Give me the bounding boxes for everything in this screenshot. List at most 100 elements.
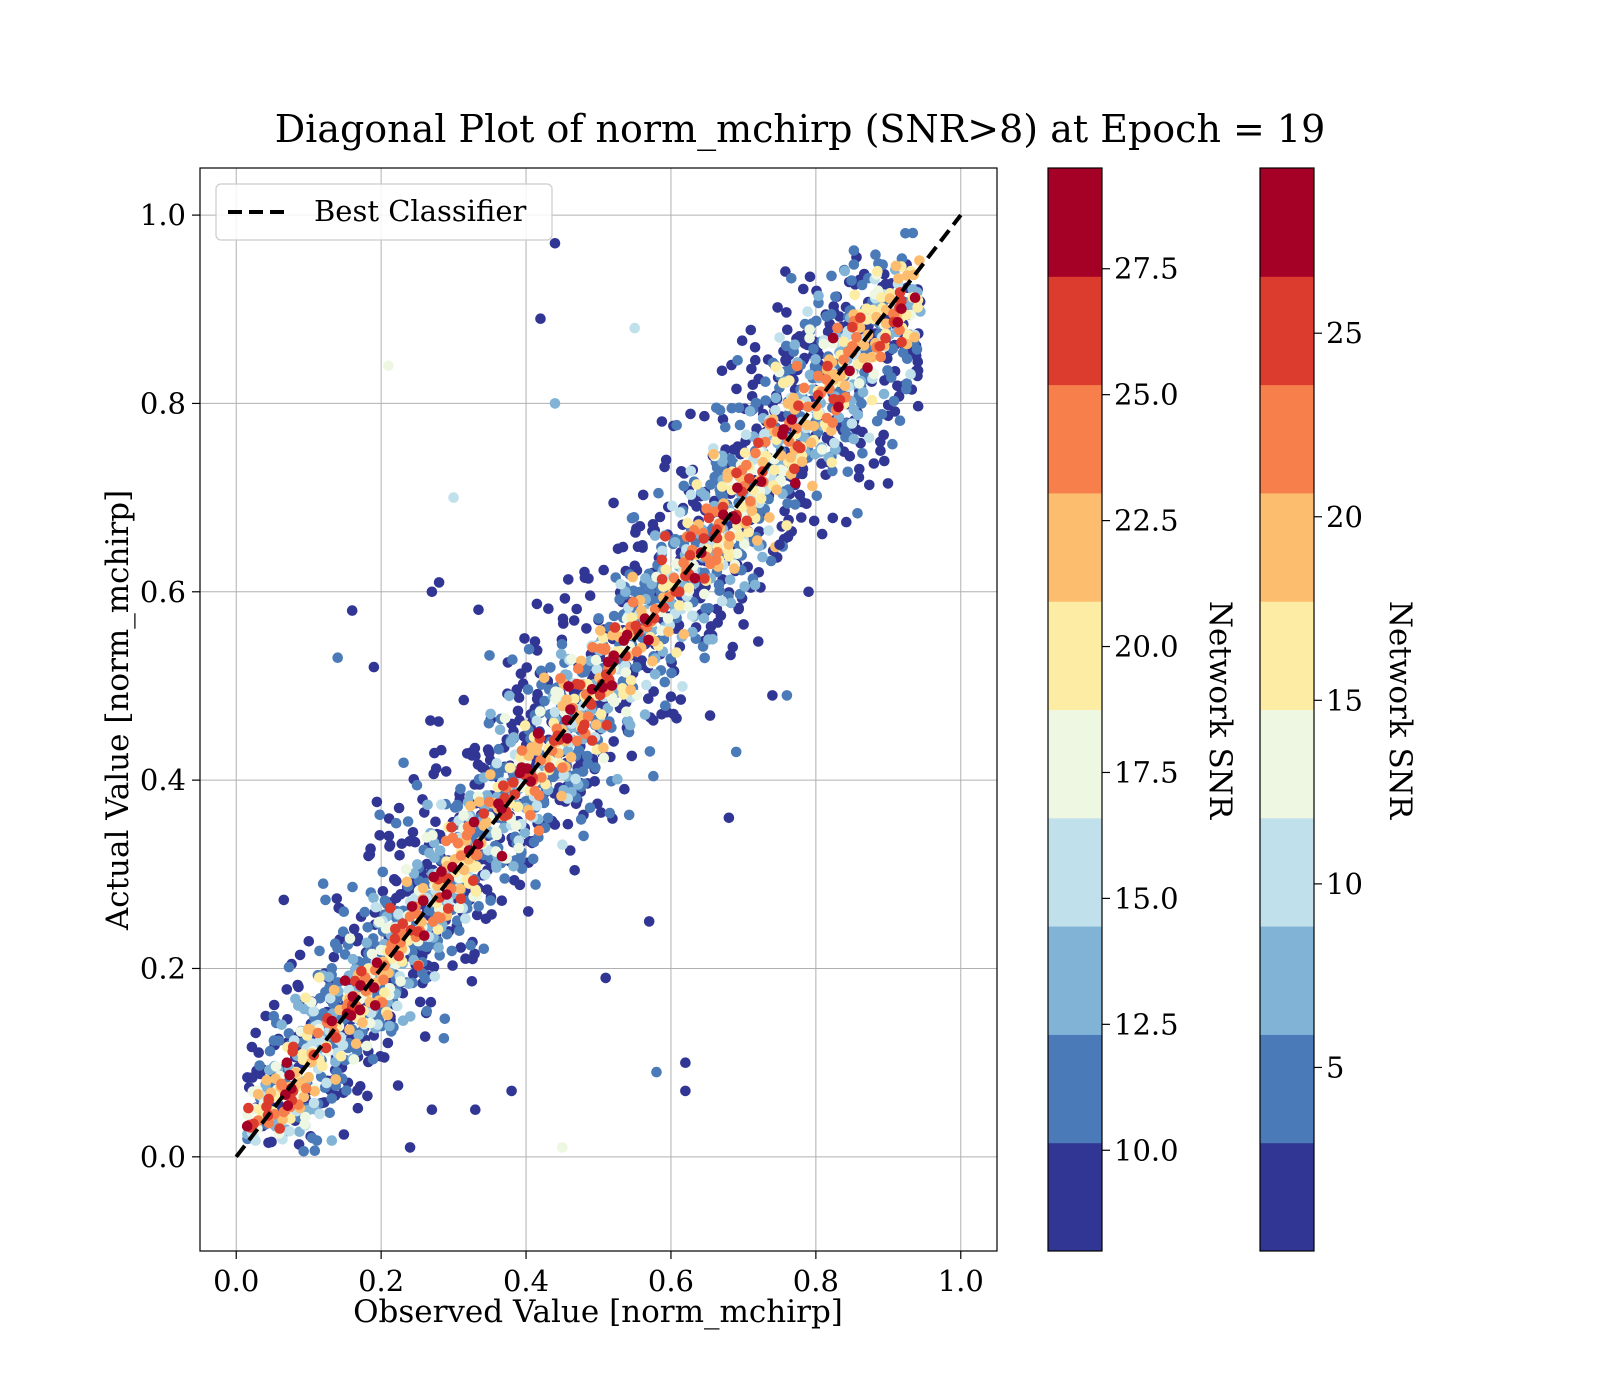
scatter-point — [617, 683, 628, 694]
scatter-point — [769, 464, 780, 476]
scatter-point — [455, 883, 466, 895]
scatter-point — [705, 479, 716, 491]
scatter-point — [401, 876, 413, 888]
scatter-point — [339, 949, 351, 960]
scatter-point — [447, 960, 458, 971]
scatter-point — [777, 429, 788, 440]
scatter-point — [530, 879, 541, 890]
scatter-point — [362, 922, 374, 933]
scatter-point — [734, 419, 746, 431]
scatter-point — [608, 610, 620, 622]
x-tick-label: 0.4 — [503, 1264, 549, 1298]
scatter-point — [514, 767, 526, 779]
x-tick-label: 0.6 — [648, 1264, 694, 1298]
scatter-point — [789, 339, 801, 351]
scatter-point — [298, 1146, 310, 1157]
scatter-point — [312, 1027, 324, 1039]
scatter-point — [874, 341, 886, 352]
scatter-point — [744, 473, 755, 484]
scatter-point — [826, 270, 837, 282]
scatter-point — [880, 278, 891, 290]
scatter-point — [853, 472, 865, 483]
scatter-point — [872, 265, 883, 277]
scatter-point — [574, 679, 586, 691]
scatter-point — [468, 875, 479, 886]
scatter-point — [451, 915, 463, 926]
scatter-point — [469, 742, 481, 754]
scatter-point — [283, 961, 295, 973]
scatter-point — [717, 450, 728, 462]
scatter-point — [250, 1027, 261, 1039]
scatter-point — [772, 302, 783, 313]
scatter-point — [674, 600, 685, 611]
scatter-point — [666, 667, 677, 679]
scatter-point — [460, 913, 471, 924]
scatter-point — [461, 748, 473, 759]
scatter-point — [875, 445, 886, 457]
scatter-point — [654, 511, 666, 523]
scatter-point — [260, 1010, 272, 1022]
scatter-point — [314, 993, 326, 1004]
scatter-point — [303, 936, 315, 947]
scatter-point — [730, 514, 742, 525]
scatter-point — [374, 809, 386, 821]
scatter-point — [519, 633, 530, 644]
scatter-point — [631, 661, 642, 673]
scatter-point — [584, 590, 596, 601]
scatter-point — [542, 812, 554, 824]
scatter-point — [509, 875, 520, 886]
scatter-point — [720, 421, 731, 433]
scatter-point — [284, 1126, 295, 1137]
scatter-point — [243, 1102, 254, 1114]
scatter-point — [528, 836, 540, 848]
scatter-point — [557, 1142, 568, 1153]
scatter-point — [656, 554, 668, 566]
x-tick-label: 1.0 — [938, 1264, 984, 1298]
scatter-point — [470, 884, 482, 896]
scatter-point — [586, 735, 598, 746]
scatter-point — [298, 1003, 310, 1015]
scatter-point — [608, 497, 619, 509]
scatter-point — [731, 467, 742, 479]
scatter-point — [483, 718, 495, 729]
scatter-point — [425, 996, 437, 1008]
scatter-point — [767, 690, 778, 701]
scatter-point — [393, 908, 404, 920]
scatter-point — [407, 968, 419, 980]
scatter-point — [595, 625, 606, 636]
scatter-point — [422, 941, 434, 952]
scatter-point — [424, 847, 435, 859]
scatter-point — [418, 895, 429, 907]
scatter-point — [402, 816, 414, 827]
scatter-point — [527, 853, 539, 865]
scatter-point — [682, 601, 693, 612]
scatter-point — [348, 1054, 360, 1065]
scatter-point — [739, 447, 751, 459]
scatter-point — [412, 859, 423, 870]
scatter-point — [563, 574, 574, 585]
scatter-point — [429, 747, 440, 759]
scatter-point — [300, 1111, 311, 1123]
scatter-point — [882, 365, 893, 376]
scatter-point — [366, 948, 378, 960]
scatter-point — [794, 489, 806, 501]
scatter-point — [745, 324, 757, 336]
scatter-point — [455, 893, 467, 905]
scatter-point — [724, 574, 736, 586]
scatter-point — [847, 321, 858, 333]
colorbar-tick-label: 20 — [1326, 500, 1363, 534]
scatter-point — [757, 551, 768, 563]
scatter-point — [384, 902, 396, 914]
scatter-point — [555, 648, 567, 660]
scatter-point — [731, 383, 742, 395]
colorbar-segment — [1048, 926, 1102, 1035]
scatter-point — [557, 839, 568, 850]
scatter-point — [781, 520, 792, 531]
scatter-point — [390, 817, 402, 829]
scatter-point — [739, 538, 750, 550]
scatter-point — [678, 628, 690, 640]
scatter-point — [683, 582, 695, 594]
scatter-point — [732, 355, 743, 366]
scatter-point — [770, 392, 782, 404]
